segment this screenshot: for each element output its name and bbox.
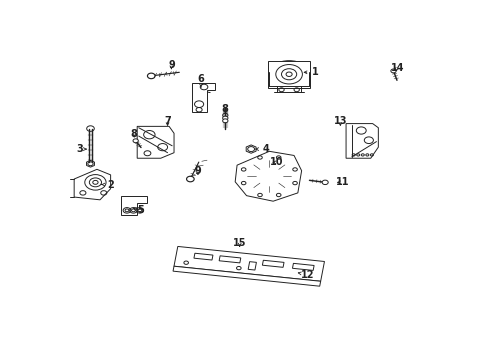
Polygon shape [74,169,111,200]
Text: 8: 8 [131,129,138,139]
Circle shape [222,116,228,120]
Polygon shape [121,196,147,215]
Polygon shape [235,151,302,201]
Circle shape [133,139,138,143]
Polygon shape [268,61,310,87]
Polygon shape [137,126,174,158]
Text: 9: 9 [168,60,175,70]
Text: 3: 3 [76,144,86,154]
Circle shape [187,176,194,182]
Circle shape [222,119,228,123]
Circle shape [391,69,396,73]
Circle shape [93,180,98,184]
Text: 10: 10 [270,157,284,167]
Polygon shape [293,264,314,270]
Text: 1: 1 [304,67,319,77]
Text: 15: 15 [233,238,246,248]
Polygon shape [262,260,284,267]
Circle shape [138,209,142,212]
Circle shape [147,73,155,79]
Text: 11: 11 [336,177,349,187]
Text: 2: 2 [101,180,114,190]
Circle shape [222,113,228,117]
Text: 14: 14 [391,63,404,73]
Polygon shape [346,123,378,158]
Text: 6: 6 [197,74,204,87]
Polygon shape [248,262,256,270]
Polygon shape [194,253,213,260]
Polygon shape [173,266,320,286]
Text: 9: 9 [195,166,201,176]
Circle shape [286,72,292,76]
Text: 4: 4 [256,144,270,154]
Polygon shape [219,256,241,263]
Polygon shape [192,84,216,112]
Circle shape [322,180,328,185]
Text: 12: 12 [298,270,315,280]
Text: 8: 8 [222,104,229,114]
Polygon shape [174,247,324,281]
Text: 13: 13 [334,116,347,126]
Text: 5: 5 [134,205,145,215]
Text: 7: 7 [164,116,171,126]
Circle shape [131,209,135,212]
Circle shape [125,209,129,212]
